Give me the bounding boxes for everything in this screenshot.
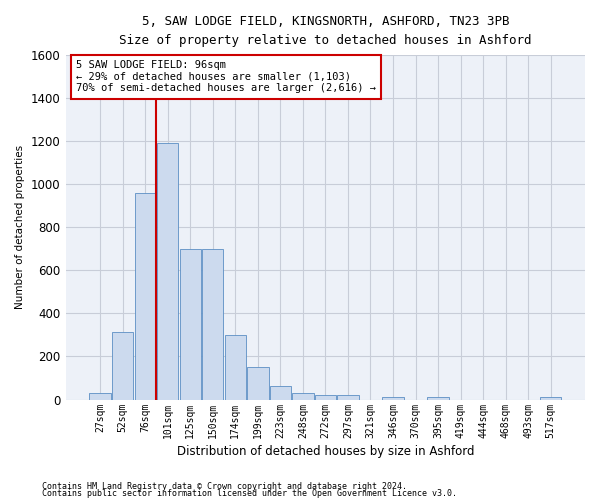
- Bar: [247, 367, 269, 400]
- X-axis label: Distribution of detached houses by size in Ashford: Distribution of detached houses by size …: [176, 444, 474, 458]
- Bar: [179, 249, 201, 400]
- Y-axis label: Number of detached properties: Number of detached properties: [15, 146, 25, 310]
- Bar: [89, 393, 111, 400]
- Text: Contains public sector information licensed under the Open Government Licence v3: Contains public sector information licen…: [42, 490, 457, 498]
- Bar: [112, 332, 133, 400]
- Text: 5 SAW LODGE FIELD: 96sqm
← 29% of detached houses are smaller (1,103)
70% of sem: 5 SAW LODGE FIELD: 96sqm ← 29% of detach…: [76, 60, 376, 94]
- Bar: [540, 397, 562, 400]
- Bar: [224, 335, 246, 400]
- Bar: [202, 249, 223, 400]
- Bar: [315, 395, 336, 400]
- Bar: [269, 386, 291, 400]
- Text: Contains HM Land Registry data © Crown copyright and database right 2024.: Contains HM Land Registry data © Crown c…: [42, 482, 407, 491]
- Bar: [337, 395, 359, 400]
- Bar: [292, 393, 314, 400]
- Bar: [427, 397, 449, 400]
- Bar: [157, 144, 178, 400]
- Bar: [134, 193, 156, 400]
- Bar: [382, 397, 404, 400]
- Title: 5, SAW LODGE FIELD, KINGSNORTH, ASHFORD, TN23 3PB
Size of property relative to d: 5, SAW LODGE FIELD, KINGSNORTH, ASHFORD,…: [119, 15, 532, 47]
